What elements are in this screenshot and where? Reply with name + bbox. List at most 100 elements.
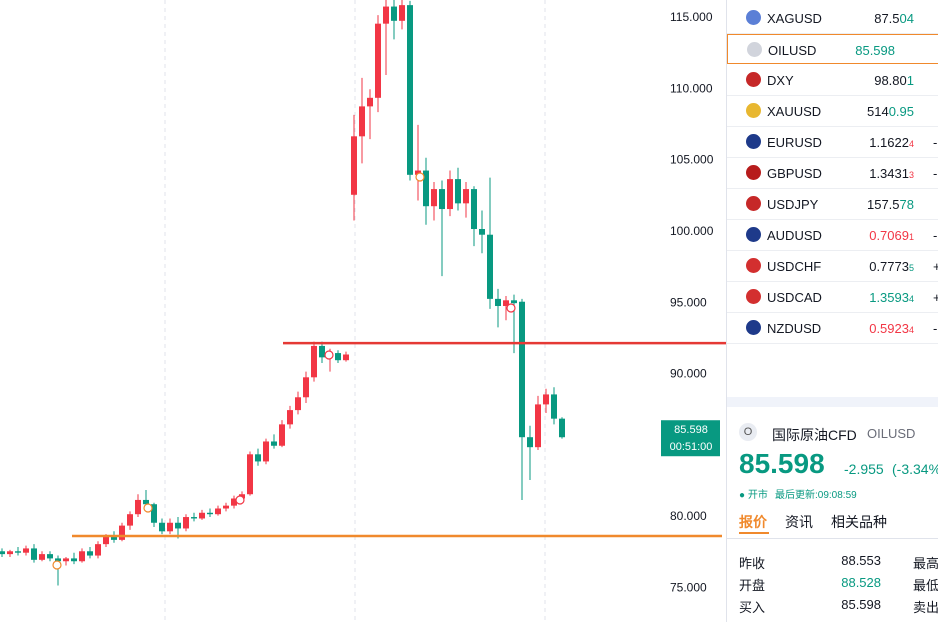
watch-row[interactable]: OILUSD 85.598 <box>727 34 938 64</box>
y-tick-label: 95.000 <box>670 295 707 309</box>
change-peek: - <box>933 321 938 336</box>
candle-body <box>7 551 13 555</box>
candle-body <box>407 5 413 175</box>
update-time: 最后更新:09:08:59 <box>775 490 857 501</box>
change-pct: (-3.34%) <box>892 461 938 477</box>
watch-row[interactable]: XAGUSD 87.504 <box>727 3 938 34</box>
price-part: 0.95 <box>888 104 914 119</box>
quote-label: 开盘 <box>739 578 766 593</box>
separator <box>727 397 938 407</box>
candle-body <box>87 551 93 556</box>
change-peek: - <box>933 228 938 243</box>
event-marker[interactable] <box>52 560 62 570</box>
candle-body <box>279 424 285 446</box>
symbol: USDJPY <box>767 197 819 212</box>
watch-row[interactable]: XAUUSD 5140.95 <box>727 96 938 127</box>
price-part: 3 <box>908 170 914 180</box>
event-marker[interactable] <box>324 350 334 360</box>
candle-body <box>359 106 365 137</box>
candle-body <box>55 558 61 562</box>
flag-icon <box>746 103 761 118</box>
price-part: 87.5 <box>874 11 900 26</box>
flag-icon <box>746 10 761 25</box>
price: 5140.95 <box>867 104 914 119</box>
quote-value: 88.553 <box>841 553 881 568</box>
candle-body <box>215 508 221 515</box>
instrument-symbol: OILUSD <box>867 426 916 441</box>
candle-body <box>295 397 301 411</box>
price-part: 85.598 <box>855 43 895 58</box>
price-part: 98.80 <box>874 73 907 88</box>
candle-body <box>103 537 109 545</box>
tab[interactable]: 报价 <box>739 514 767 530</box>
watch-row[interactable]: USDJPY 157.578 <box>727 189 938 220</box>
candle-body <box>0 551 5 555</box>
price-part: 5 <box>908 263 914 273</box>
price-part: 4 <box>908 325 914 335</box>
price-part: 514 <box>866 104 889 119</box>
candles <box>0 0 726 586</box>
price: 0.77735 <box>869 259 914 274</box>
candle-body <box>439 189 445 210</box>
price-axis: 115.000 110.000 105.000 100.000 95.000 90.000… <box>661 10 720 595</box>
price: 0.70691 <box>869 228 914 243</box>
candle-body <box>223 505 229 509</box>
price-part: 4 <box>908 139 914 149</box>
flag-icon <box>746 165 761 180</box>
watch-row[interactable]: EURUSD 1.16224 - <box>727 127 938 158</box>
candle-body <box>487 234 493 299</box>
symbol: EURUSD <box>767 135 822 150</box>
flag-icon <box>746 258 761 273</box>
flag-icon <box>746 289 761 304</box>
candle-body <box>175 522 181 529</box>
tab[interactable]: 相关品种 <box>831 514 887 530</box>
tab-underline <box>739 532 769 534</box>
watch-row[interactable]: GBPUSD 1.34313 - <box>727 158 938 189</box>
candle-body <box>311 345 317 378</box>
watch-row[interactable]: DXY 98.801 <box>727 65 938 96</box>
watch-row[interactable]: NZDUSD 0.59234 - <box>727 313 938 344</box>
price-part: 1.3431 <box>869 166 909 181</box>
candle-body <box>479 229 485 235</box>
quote-label: 卖出 <box>913 600 938 615</box>
candle-body <box>159 522 165 532</box>
candle-body <box>319 345 325 358</box>
event-marker[interactable] <box>235 495 245 505</box>
quote-label: 昨收 <box>739 556 766 571</box>
last-price: 85.598 <box>739 448 825 479</box>
event-marker[interactable] <box>415 172 425 182</box>
candle-body <box>527 437 533 448</box>
candle-body <box>119 525 125 540</box>
candle-body <box>95 544 101 556</box>
candle-body <box>71 558 77 562</box>
y-tick-label: 110.000 <box>670 81 713 95</box>
watch-row[interactable]: AUDUSD 0.70691 - <box>727 220 938 251</box>
flag-icon <box>746 134 761 149</box>
price-part: 0.5923 <box>869 321 909 336</box>
watch-row[interactable]: USDCAD 1.35934 + <box>727 282 938 313</box>
y-tick-label: 100.000 <box>670 224 714 238</box>
change-peek: + <box>933 259 938 274</box>
tab[interactable]: 资讯 <box>785 514 813 530</box>
symbol: XAGUSD <box>767 11 822 26</box>
quote-label: 最低 <box>913 578 938 593</box>
market-status: ● 开市 <box>739 490 768 501</box>
flag-icon <box>746 72 761 87</box>
price-part: 1.1622 <box>869 135 909 150</box>
watch-row[interactable]: USDCHF 0.77735 + <box>727 251 938 282</box>
candle-body <box>263 441 269 462</box>
symbol: USDCAD <box>767 290 822 305</box>
candle-body <box>447 179 453 210</box>
candle-body <box>143 499 149 505</box>
chart: 115.000 110.000 105.000 100.000 95.000 90.000… <box>0 0 726 622</box>
event-marker[interactable] <box>506 303 516 313</box>
symbol: USDCHF <box>767 259 822 274</box>
candle-body <box>31 548 37 560</box>
candle-body <box>271 441 277 446</box>
symbol: AUDUSD <box>767 228 822 243</box>
candle-body <box>47 554 53 559</box>
candle-body <box>199 512 205 519</box>
price: 0.59234 <box>869 321 914 336</box>
candle-body <box>287 410 293 425</box>
event-marker[interactable] <box>143 503 153 513</box>
